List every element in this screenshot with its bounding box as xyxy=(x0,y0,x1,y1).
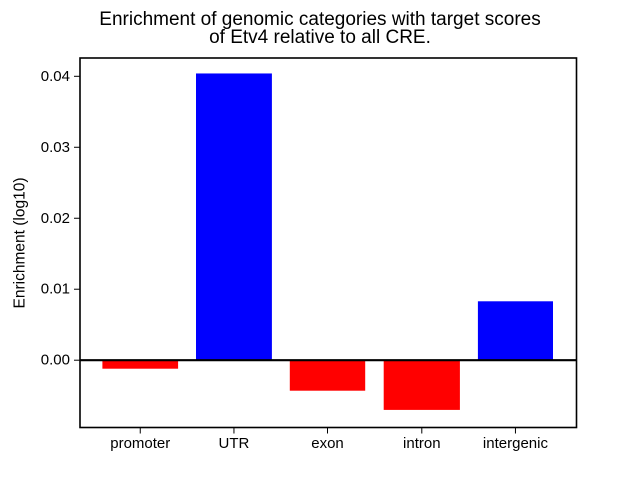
svg-text:intron: intron xyxy=(403,435,441,452)
svg-text:0.01: 0.01 xyxy=(41,281,70,298)
svg-text:0.04: 0.04 xyxy=(41,68,70,85)
svg-text:UTR: UTR xyxy=(219,435,250,452)
svg-text:promoter: promoter xyxy=(110,435,170,452)
svg-text:0.02: 0.02 xyxy=(41,210,70,227)
svg-text:intergenic: intergenic xyxy=(483,435,549,452)
svg-text:exon: exon xyxy=(311,435,344,452)
svg-text:0.03: 0.03 xyxy=(41,139,70,156)
svg-text:Enrichment (log10): Enrichment (log10) xyxy=(12,178,29,309)
svg-text:0.00: 0.00 xyxy=(41,352,70,369)
svg-text:of Etv4 relative to all CRE.: of Etv4 relative to all CRE. xyxy=(209,27,431,48)
